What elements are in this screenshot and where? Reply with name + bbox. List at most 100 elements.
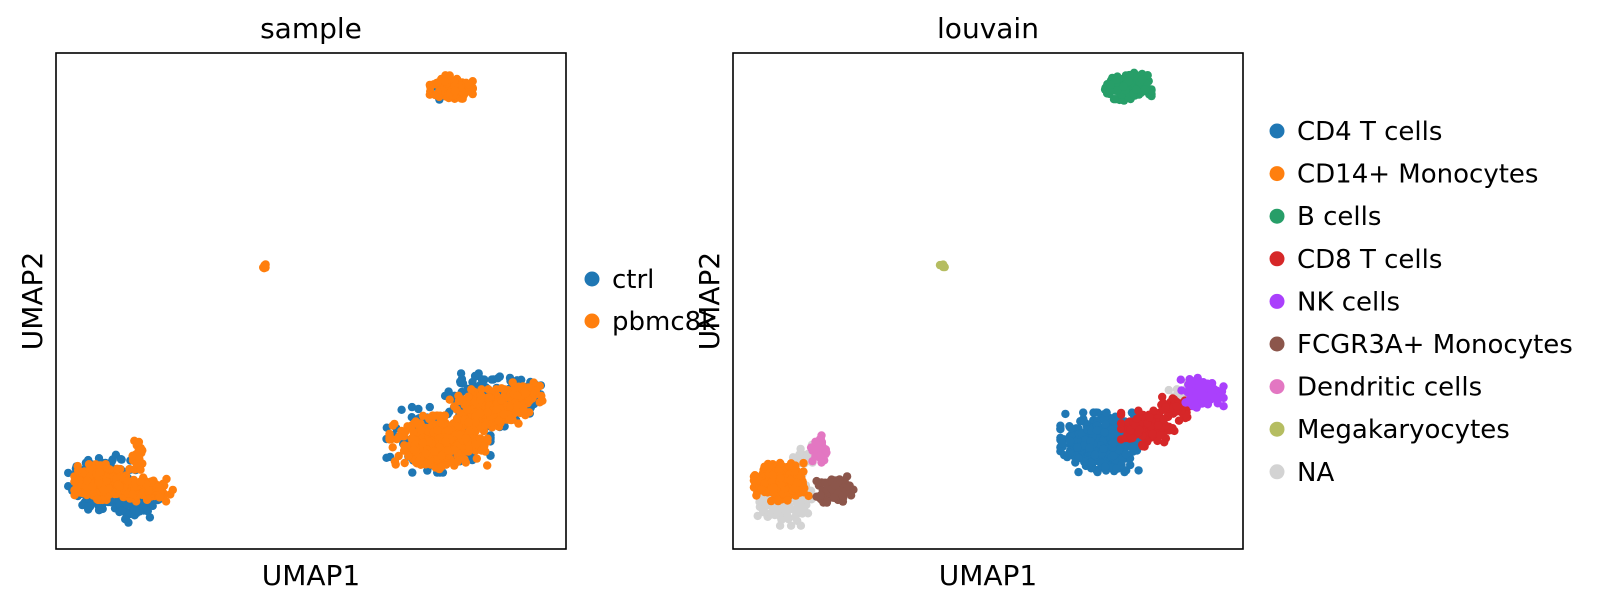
legend: CD4 T cells CD14+ Monocytes B cells CD8 T c…: [1269, 117, 1573, 488]
scatter-point: [514, 419, 523, 428]
legend-marker: [584, 271, 600, 287]
scatter-point: [1074, 453, 1083, 463]
scatter-point: [816, 491, 825, 500]
scatter-point: [1107, 425, 1116, 434]
scatter-point: [1119, 82, 1128, 91]
scatter-point: [99, 485, 109, 494]
scatter-point: [1113, 86, 1122, 95]
scatter-point: [477, 391, 486, 401]
scatter-point: [1212, 395, 1221, 404]
scatter-point: [409, 427, 418, 437]
legend-item: CD8 T cells: [1269, 245, 1442, 275]
scatter-point: [425, 402, 434, 412]
scatter-point: [135, 507, 144, 516]
scatter-point: [773, 496, 783, 506]
plot-frame: [732, 52, 1244, 550]
scatter-point: [1185, 375, 1194, 384]
scatter-point: [261, 261, 270, 271]
legend-marker: [1269, 464, 1285, 480]
scatter-point: [1176, 375, 1186, 384]
scatter-point: [1073, 443, 1082, 452]
scatter-point: [1158, 392, 1167, 402]
scatter-point: [1091, 408, 1101, 417]
scatter-point: [1149, 406, 1158, 415]
scatter-points: [63, 71, 547, 527]
scatter-point: [1106, 80, 1115, 90]
scatter-point: [760, 462, 769, 471]
scatter-point: [1138, 442, 1148, 451]
scatter-point: [424, 413, 434, 423]
scatter-point: [1134, 466, 1143, 475]
panel-title: sample: [260, 12, 362, 45]
scatter-point: [464, 392, 473, 401]
scatter-point: [392, 435, 401, 444]
scatter-point: [492, 405, 501, 414]
legend-marker: [1269, 123, 1285, 139]
scatter-point: [1132, 85, 1141, 94]
scatter-point: [505, 415, 514, 424]
scatter-point: [1085, 443, 1094, 452]
scatter-point: [1061, 409, 1070, 419]
scatter-point: [1191, 401, 1200, 410]
scatter-point: [480, 441, 489, 451]
scatter-point: [1206, 390, 1215, 400]
legend-item: CD4 T cells: [1269, 117, 1442, 147]
scatter-point: [468, 377, 477, 387]
scatter-point: [434, 78, 443, 87]
scatter-point: [407, 434, 416, 443]
scatter-point: [512, 401, 522, 410]
scatter-point: [1109, 451, 1118, 460]
scatter-point: [134, 437, 144, 447]
scatter-point: [474, 369, 483, 378]
scatter-point: [436, 418, 445, 427]
scatter-point: [1092, 426, 1102, 435]
scatter-point: [470, 440, 480, 449]
scatter-point: [799, 488, 808, 497]
scatter-point: [783, 512, 792, 521]
scatter-point: [1056, 424, 1065, 433]
scatter-point: [1198, 379, 1207, 388]
scatter-point: [817, 458, 826, 467]
scatter-point: [477, 385, 486, 394]
scatter-point: [1140, 85, 1150, 94]
legend-label: ctrl: [612, 265, 654, 295]
scatter-point: [63, 468, 73, 478]
scatter-point: [1086, 437, 1095, 446]
scatter-point: [135, 454, 144, 464]
scatter-point: [73, 466, 83, 475]
scatter-point: [408, 468, 417, 477]
scatter-point: [752, 491, 761, 500]
scatter-point: [437, 451, 446, 460]
scatter-point: [1065, 436, 1075, 446]
scatter-point: [1105, 86, 1115, 96]
scatter-point: [842, 472, 852, 481]
scatter-point: [1109, 416, 1118, 426]
scatter-point: [1100, 428, 1109, 437]
scatter-point: [776, 474, 785, 483]
scatter-point: [136, 477, 145, 486]
scatter-point: [475, 409, 485, 418]
scatter-point: [517, 375, 526, 384]
scatter-point: [471, 417, 480, 427]
scatter-point: [168, 485, 177, 495]
scatter-point: [78, 488, 88, 498]
series-cd14-monocytes: [749, 458, 813, 506]
scatter-point: [838, 491, 847, 500]
scatter-point: [796, 521, 806, 530]
legend-item: ctrl: [584, 265, 654, 295]
scatter-point: [418, 438, 428, 448]
scatter-point: [1122, 466, 1131, 475]
scatter-point: [1153, 421, 1163, 430]
scatter-point: [115, 482, 125, 491]
legend-label: CD4 T cells: [1297, 117, 1442, 147]
scatter-point: [796, 444, 805, 454]
scatter-point: [397, 405, 406, 414]
scatter-point: [1063, 452, 1072, 462]
scatter-point: [1147, 86, 1156, 95]
scatter-point: [463, 405, 472, 414]
legend-label: CD14+ Monocytes: [1297, 160, 1538, 190]
legend-item: NA: [1269, 458, 1334, 488]
scatter-point: [128, 451, 137, 460]
legend-item: FCGR3A+ Monocytes: [1269, 330, 1573, 360]
